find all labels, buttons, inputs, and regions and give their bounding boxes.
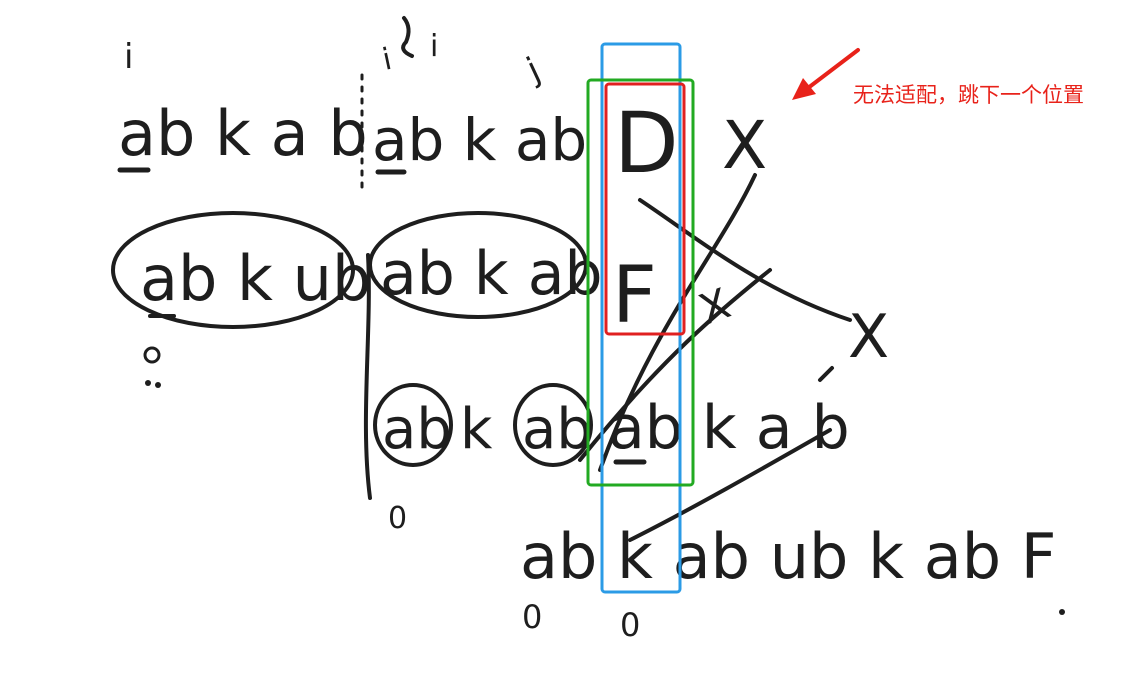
vertical-divider (363, 253, 372, 500)
ink-scribble-top (401, 16, 414, 58)
row4-zero-2: 0 (620, 606, 640, 644)
row2-text-a: ab k ub (140, 242, 371, 315)
row3-text-a: ab (382, 397, 452, 462)
row4-text: ab k ab ub k ab F (520, 520, 1056, 593)
blue-highlight-box (600, 42, 682, 594)
row2-pattern-char-f: F (612, 251, 657, 341)
row1-text-b: ab k ab (372, 106, 587, 174)
index-j-marker: j (520, 50, 546, 91)
strike-line-1 (638, 198, 852, 322)
cross-mark-3: X (693, 279, 737, 335)
strike-line-3 (578, 268, 772, 462)
row2-text-b: ab k ab (380, 239, 603, 309)
row2-small-circle (143, 346, 161, 364)
green-highlight-box (586, 78, 695, 487)
row2-dot-1 (145, 380, 151, 386)
index-i-marker-1: i (124, 37, 133, 77)
row2-dot-2 (155, 382, 161, 388)
red-arrow-shaft (806, 48, 860, 90)
cross-mark-1: X (722, 107, 767, 184)
row1-text-a: ab k a b (118, 97, 368, 170)
row3-text-k: k (460, 397, 493, 462)
row2-circle-1 (111, 211, 355, 329)
row4-zero-1: 0 (522, 598, 542, 636)
row3-zero: 0 (388, 501, 407, 536)
row1-pattern-char-d: D (614, 94, 679, 192)
row3-circle-2 (513, 383, 593, 467)
index-i-marker-2: i (379, 42, 394, 78)
row3-text-c: ab (522, 397, 592, 462)
cross-mark-2: X (848, 302, 889, 372)
red-highlight-box (604, 82, 686, 336)
tick-mark (818, 366, 834, 382)
annotation-note: 无法适配，跳下一个位置 (853, 83, 1084, 107)
row3-circle-1 (373, 383, 453, 467)
row3-text-d: ab k a b (608, 393, 850, 463)
red-arrow-head (792, 78, 816, 100)
red-arrow-icon (792, 48, 860, 100)
index-i-marker-3: i (430, 29, 438, 64)
strike-line-4 (628, 428, 832, 542)
row4-trailing-dot (1059, 609, 1065, 615)
